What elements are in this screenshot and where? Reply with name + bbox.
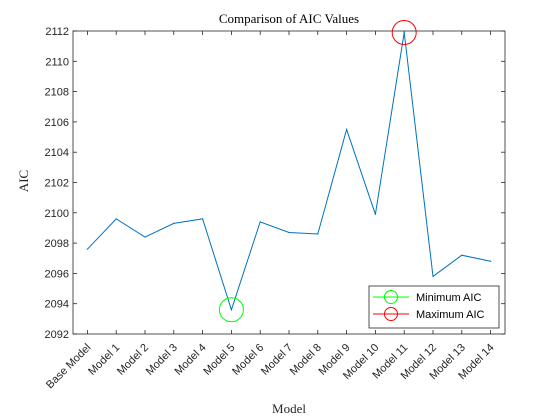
- data-point: [432, 275, 434, 278]
- legend-label: Maximum AIC: [416, 309, 485, 321]
- axes-box: [72, 30, 506, 335]
- data-point: [288, 231, 290, 234]
- data-point: [259, 221, 261, 223]
- maximum-aic-marker: [391, 20, 417, 46]
- legend-marker: [384, 307, 398, 321]
- y-tick-label: 2106: [45, 117, 69, 129]
- data-point: [403, 31, 405, 34]
- data-point: [86, 248, 88, 250]
- data-point: [144, 236, 146, 238]
- y-tick-label: 2104: [45, 147, 69, 159]
- marker-layer: [218, 20, 417, 323]
- x-axis-label: Model: [272, 401, 306, 416]
- y-tick-label: 2092: [45, 329, 69, 341]
- y-tick-label: 2096: [45, 268, 69, 280]
- y-tick-label: 2112: [45, 26, 69, 38]
- y-tick-label: 2100: [45, 208, 69, 220]
- chart-title: Comparison of AIC Values: [219, 11, 359, 26]
- legend-box: [368, 285, 500, 329]
- data-point: [115, 218, 117, 220]
- minimum-aic-marker: [218, 297, 244, 323]
- data-point: [346, 128, 348, 131]
- y-axis-ticks: 2092 2094 2096 2098 2100 2102 2104 2106 2108 2110…: [45, 26, 505, 341]
- data-point: [317, 233, 319, 235]
- data-point: [230, 309, 232, 311]
- data-point: [173, 222, 175, 225]
- legend-label: Minimum AIC: [416, 292, 481, 304]
- data-point: [490, 260, 492, 262]
- series-layer: [86, 31, 492, 312]
- y-axis-label: AIC: [16, 170, 31, 192]
- y-tick-label: 2102: [45, 178, 69, 190]
- y-tick-label: 2094: [45, 299, 69, 311]
- y-tick-label: 2108: [45, 87, 69, 99]
- data-point: [202, 218, 204, 220]
- legend-marker: [384, 290, 398, 304]
- y-tick-label: 2110: [45, 56, 69, 68]
- data-point: [461, 254, 463, 256]
- data-point: [374, 213, 376, 215]
- legend: Minimum AIC Maximum AIC: [368, 285, 500, 329]
- y-tick-label: 2098: [45, 238, 69, 250]
